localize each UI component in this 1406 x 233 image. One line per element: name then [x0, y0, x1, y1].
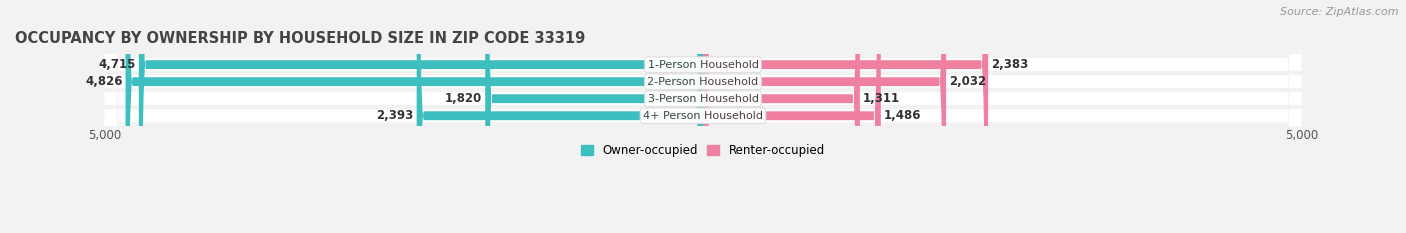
- FancyBboxPatch shape: [104, 0, 1302, 233]
- FancyBboxPatch shape: [703, 0, 860, 233]
- FancyBboxPatch shape: [104, 0, 1302, 233]
- FancyBboxPatch shape: [703, 0, 880, 233]
- Text: 4+ Person Household: 4+ Person Household: [643, 111, 763, 121]
- FancyBboxPatch shape: [703, 0, 988, 233]
- FancyBboxPatch shape: [416, 0, 703, 233]
- Text: 3-Person Household: 3-Person Household: [648, 94, 758, 104]
- FancyBboxPatch shape: [139, 0, 703, 233]
- FancyBboxPatch shape: [703, 0, 946, 233]
- Text: 1-Person Household: 1-Person Household: [648, 60, 758, 70]
- Text: 1,820: 1,820: [444, 92, 482, 105]
- FancyBboxPatch shape: [125, 0, 703, 233]
- Text: OCCUPANCY BY OWNERSHIP BY HOUSEHOLD SIZE IN ZIP CODE 33319: OCCUPANCY BY OWNERSHIP BY HOUSEHOLD SIZE…: [15, 31, 585, 46]
- Text: 1,311: 1,311: [863, 92, 900, 105]
- Text: Source: ZipAtlas.com: Source: ZipAtlas.com: [1281, 7, 1399, 17]
- Text: 2,383: 2,383: [991, 58, 1028, 71]
- Text: 4,826: 4,826: [86, 75, 122, 88]
- Text: 2,032: 2,032: [949, 75, 986, 88]
- Text: 4,715: 4,715: [98, 58, 136, 71]
- FancyBboxPatch shape: [104, 0, 1302, 233]
- FancyBboxPatch shape: [104, 0, 1302, 233]
- Text: 1,486: 1,486: [884, 109, 921, 122]
- FancyBboxPatch shape: [485, 0, 703, 233]
- Legend: Owner-occupied, Renter-occupied: Owner-occupied, Renter-occupied: [581, 144, 825, 157]
- Text: 2,393: 2,393: [377, 109, 413, 122]
- Text: 2-Person Household: 2-Person Household: [647, 77, 759, 87]
